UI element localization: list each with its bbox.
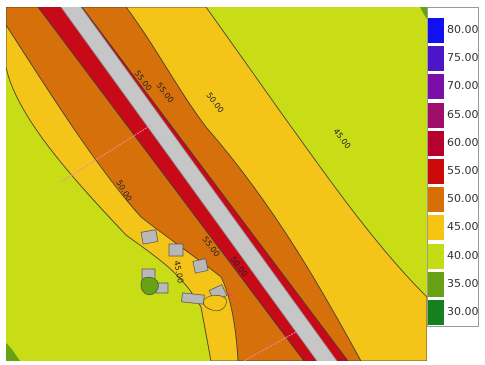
legend-label: 40.00 bbox=[447, 248, 479, 262]
zone-35-corner bbox=[6, 343, 20, 361]
zone-35-patch bbox=[140, 276, 159, 296]
legend-swatch bbox=[428, 243, 444, 269]
legend-swatch bbox=[428, 215, 444, 241]
legend-swatch bbox=[428, 74, 444, 100]
legend: 80.00 75.00 70.00 65.00 60.00 55.00 50.00 45.00… bbox=[427, 7, 479, 327]
road-edge-left bbox=[60, 7, 318, 361]
legend-label: 45.00 bbox=[447, 220, 479, 234]
building bbox=[140, 229, 159, 245]
zone-35-corner bbox=[420, 7, 427, 19]
legend-swatch bbox=[428, 187, 444, 213]
legend-swatch bbox=[428, 46, 444, 72]
legend-entry: 30.00 bbox=[428, 300, 479, 325]
road bbox=[61, 7, 337, 361]
contour-label: 45.00 bbox=[172, 260, 185, 284]
legend-entry: 50.00 bbox=[428, 187, 479, 213]
noise-contour-map[interactable]: 55.00 55.00 50.00 45.00 50.00 45.00 55.0… bbox=[6, 7, 427, 361]
legend-label: 30.00 bbox=[447, 305, 479, 318]
legend-entry: 60.00 bbox=[428, 130, 479, 156]
legend-label: 65.00 bbox=[447, 107, 479, 121]
legend-entry: 65.00 bbox=[428, 102, 479, 128]
legend-label: 80.00 bbox=[447, 23, 479, 36]
legend-entry: 55.00 bbox=[428, 159, 479, 184]
measurement-line bbox=[225, 291, 235, 298]
zone-45-patch bbox=[203, 295, 227, 312]
building bbox=[192, 258, 209, 274]
legend-swatch bbox=[428, 18, 444, 43]
legend-entry: 35.00 bbox=[428, 271, 479, 297]
legend-swatch bbox=[428, 300, 444, 325]
measurement-line bbox=[243, 331, 297, 361]
building bbox=[168, 243, 184, 257]
legend-swatch bbox=[428, 102, 444, 128]
legend-label: 55.00 bbox=[447, 164, 479, 177]
legend-entry: 70.00 bbox=[428, 74, 479, 100]
legend-entry: 45.00 bbox=[428, 215, 479, 241]
building bbox=[181, 292, 205, 305]
legend-swatch bbox=[428, 271, 444, 297]
legend-label: 60.00 bbox=[447, 135, 479, 149]
measurement-line bbox=[60, 124, 152, 183]
legend-swatch bbox=[428, 159, 444, 184]
map-canvas: 55.00 55.00 50.00 45.00 50.00 45.00 55.0… bbox=[6, 7, 427, 361]
road-edge-right bbox=[80, 7, 338, 361]
legend-entry: 40.00 bbox=[428, 243, 479, 269]
legend-entry: 80.00 bbox=[428, 18, 479, 43]
legend-entry: 75.00 bbox=[428, 46, 479, 72]
legend-label: 50.00 bbox=[447, 192, 479, 206]
legend-label: 35.00 bbox=[447, 276, 479, 290]
legend-label: 75.00 bbox=[447, 51, 479, 65]
legend-label: 70.00 bbox=[447, 79, 479, 93]
legend-swatch bbox=[428, 130, 444, 156]
